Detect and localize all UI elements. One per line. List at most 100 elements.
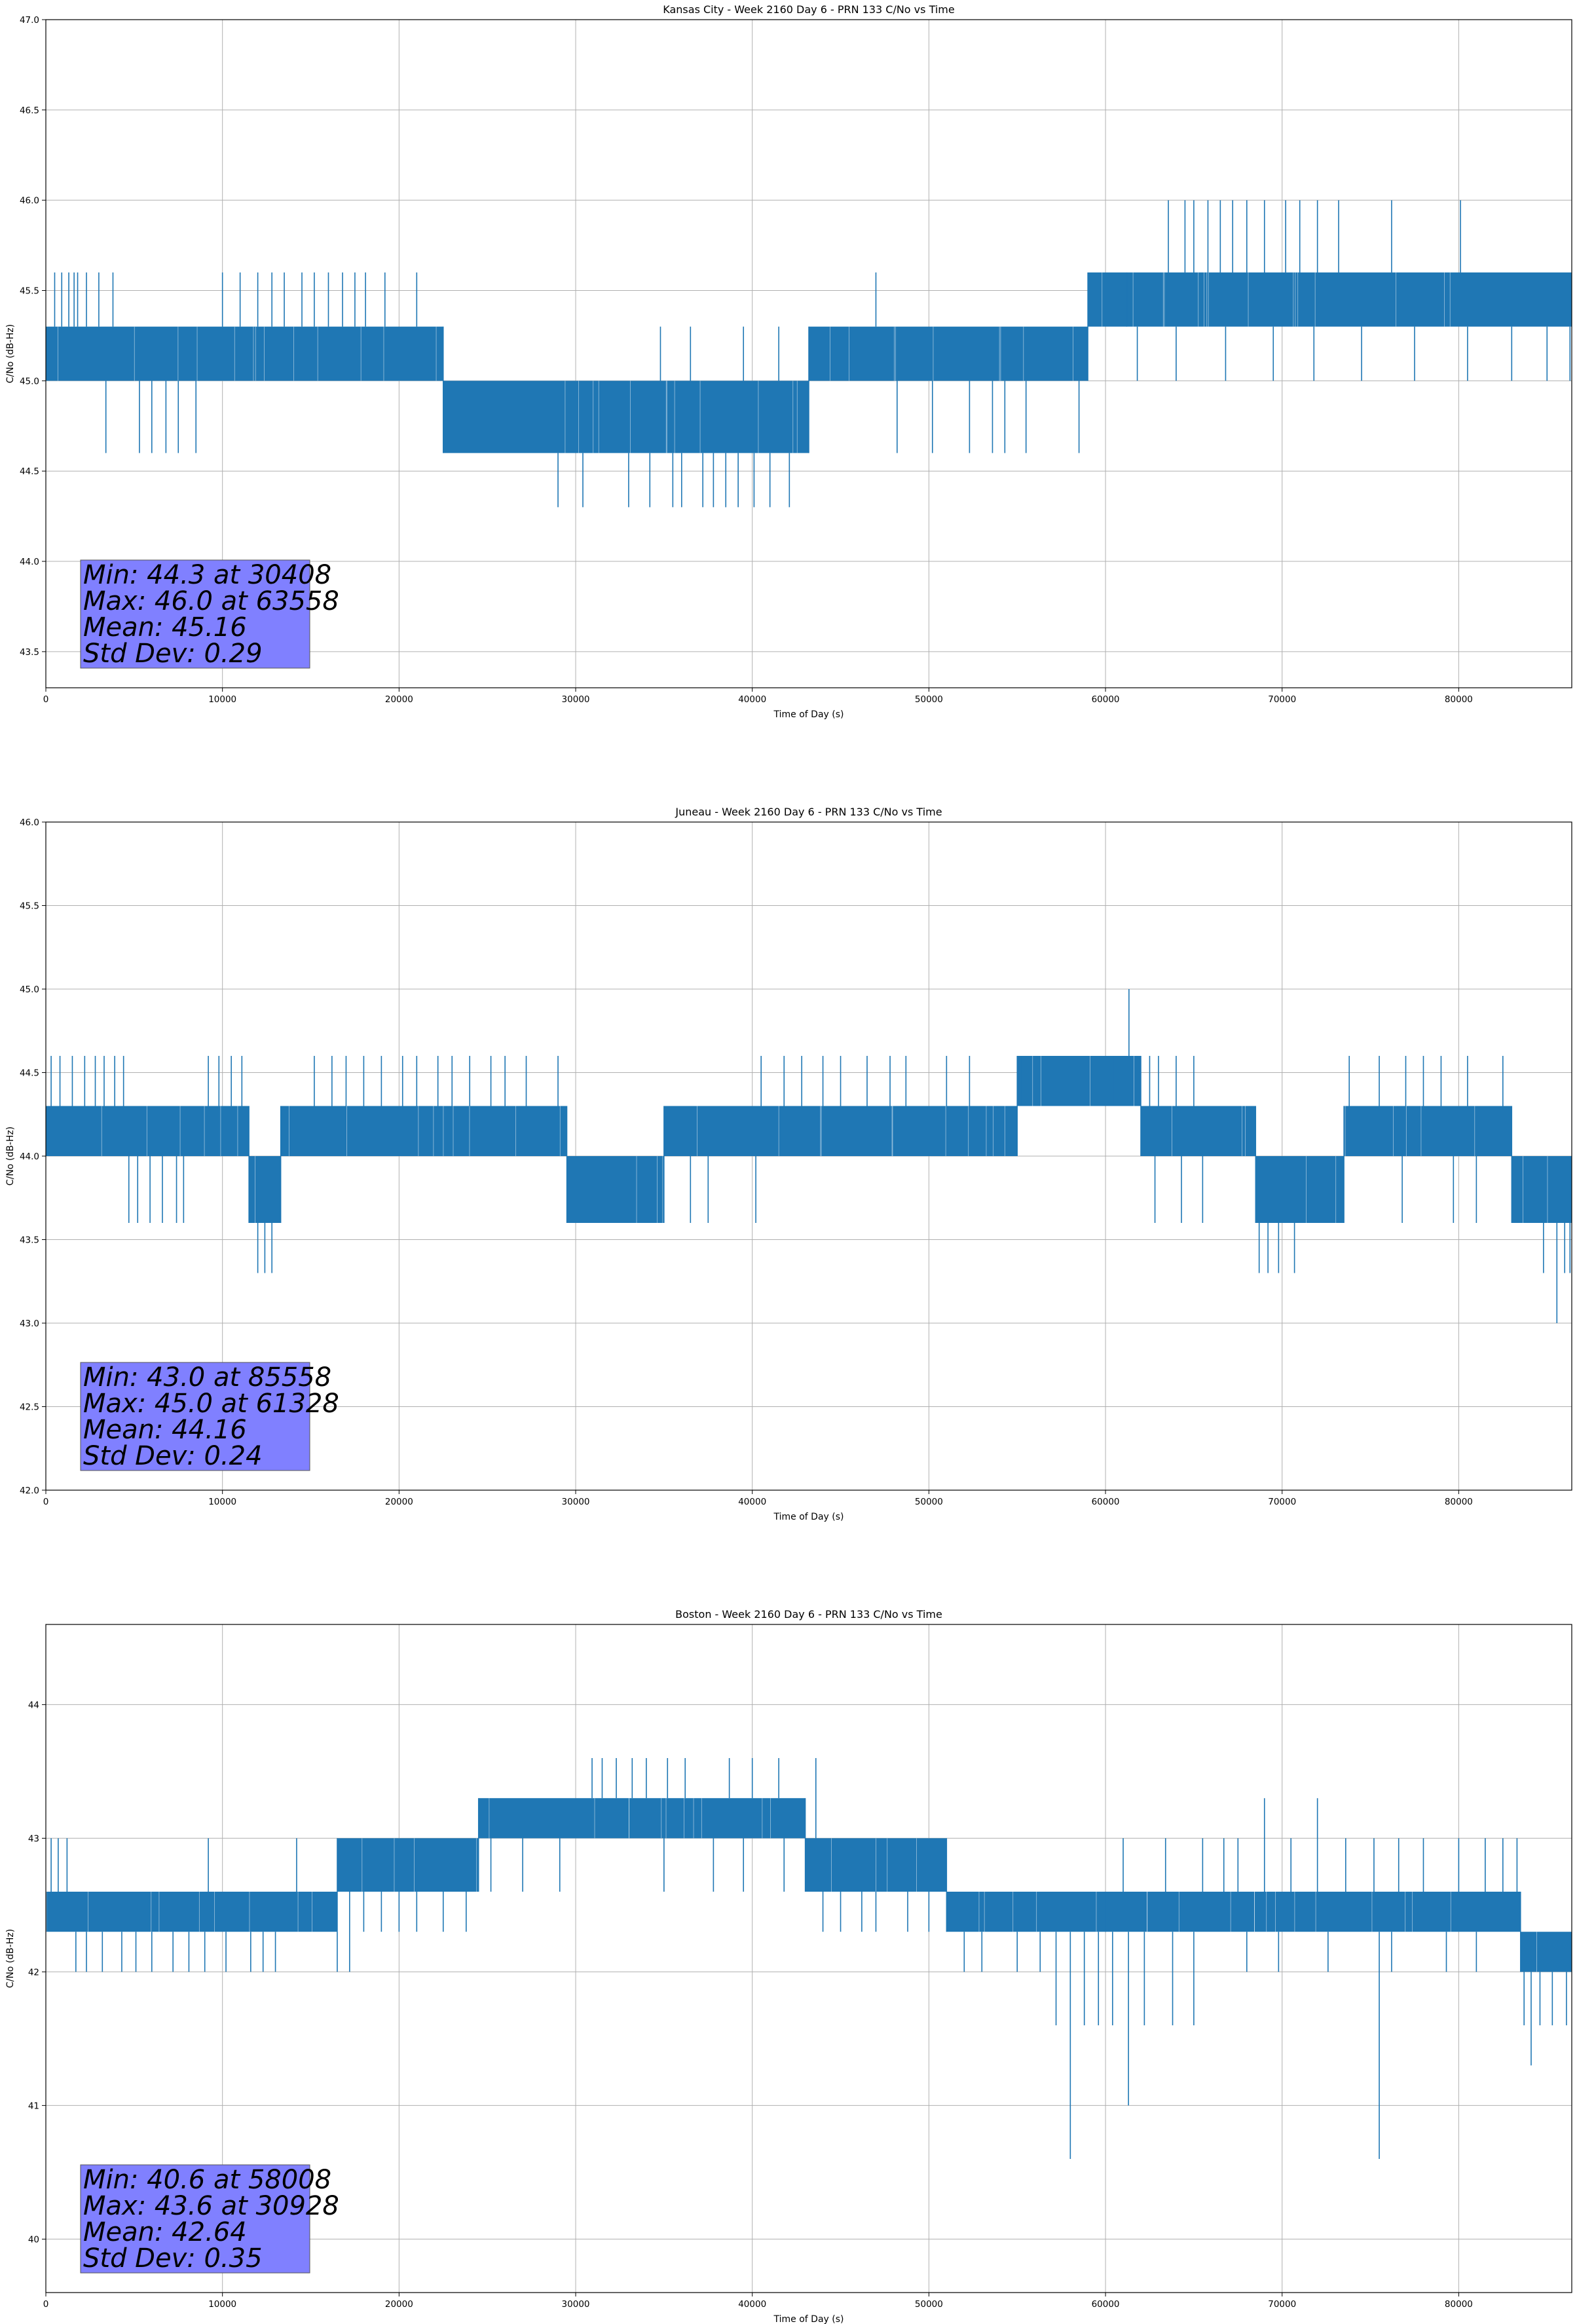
x-tick-label: 30000 — [562, 2299, 590, 2310]
y-axis-label: C/No (dB-Hz) — [5, 324, 16, 383]
x-axis-label: Time of Day (s) — [773, 709, 844, 720]
y-tick-label: 44.5 — [20, 1068, 39, 1079]
y-axis-label: C/No (dB-Hz) — [5, 1127, 16, 1186]
band-segment-0 — [46, 1892, 337, 1932]
x-tick-label: 50000 — [915, 694, 943, 705]
chart-title: Juneau - Week 2160 Day 6 - PRN 133 C/No … — [675, 806, 942, 818]
stats-line: Max: 43.6 at 30928 — [83, 2191, 339, 2221]
band-segment-3 — [1088, 272, 1127, 327]
x-axis-label: Time of Day (s) — [773, 2314, 844, 2324]
stats-line: Mean: 44.16 — [83, 1415, 247, 1445]
y-tick-label: 43 — [28, 1833, 39, 1844]
x-tick-label: 20000 — [385, 1497, 413, 1507]
x-tick-label: 0 — [43, 694, 49, 705]
x-tick-label: 60000 — [1092, 694, 1120, 705]
y-tick-label: 45.0 — [20, 376, 39, 386]
x-tick-label: 30000 — [562, 1497, 590, 1507]
chart-title: Boston - Week 2160 Day 6 - PRN 133 C/No … — [675, 1608, 942, 1621]
x-tick-label: 50000 — [915, 1497, 943, 1507]
band-segment-2 — [809, 326, 1088, 381]
y-tick-label: 43.5 — [20, 647, 39, 658]
series-group — [46, 989, 1572, 1323]
stats-line: Std Dev: 0.24 — [83, 1441, 263, 1471]
stats-line: Max: 45.0 at 61328 — [83, 1389, 339, 1419]
series-group — [46, 200, 1572, 508]
stats-line: Std Dev: 0.35 — [83, 2243, 263, 2274]
band-segment-4 — [946, 1892, 1106, 1932]
stats-line: Min: 44.3 at 30408 — [83, 560, 331, 590]
y-tick-label: 44 — [28, 1700, 39, 1710]
chart-panel-0: Kansas City - Week 2160 Day 6 - PRN 133 … — [5, 3, 1572, 720]
y-tick-label: 44.0 — [20, 557, 39, 567]
x-tick-label: 80000 — [1445, 694, 1473, 705]
band-segment-3 — [566, 1156, 664, 1223]
y-tick-label: 44.0 — [20, 1152, 39, 1162]
stats-line: Std Dev: 0.29 — [83, 639, 263, 669]
y-tick-label: 46.0 — [20, 817, 39, 828]
x-tick-label: 40000 — [738, 694, 766, 705]
y-tick-label: 46.0 — [20, 196, 39, 206]
stats-line: Min: 40.6 at 58008 — [83, 2165, 331, 2195]
y-tick-label: 43.5 — [20, 1235, 39, 1246]
x-tick-label: 0 — [43, 1497, 49, 1507]
x-tick-label: 70000 — [1268, 2299, 1296, 2310]
x-tick-label: 20000 — [385, 694, 413, 705]
x-tick-label: 20000 — [385, 2299, 413, 2310]
y-tick-label: 43.0 — [20, 1319, 39, 1329]
x-tick-label: 70000 — [1268, 694, 1296, 705]
x-tick-label: 60000 — [1092, 1497, 1120, 1507]
x-tick-label: 60000 — [1092, 2299, 1120, 2310]
chart-title: Kansas City - Week 2160 Day 6 - PRN 133 … — [663, 3, 954, 16]
band-segment-5 — [1105, 1892, 1521, 1932]
stats-line: Mean: 45.16 — [83, 612, 247, 643]
band-segment-2 — [478, 1798, 806, 1839]
band-segment-7 — [1255, 1156, 1345, 1223]
y-tick-label: 47.0 — [20, 15, 39, 26]
band-segment-1 — [249, 1156, 281, 1223]
stats-box — [80, 2164, 310, 2274]
x-tick-label: 10000 — [208, 1497, 236, 1507]
y-tick-label: 44.5 — [20, 466, 39, 477]
stats-line: Min: 43.0 at 85558 — [83, 1362, 331, 1393]
axes-frame — [45, 1624, 1572, 2293]
y-tick-label: 45.5 — [20, 286, 39, 297]
band-segment-0 — [46, 326, 443, 381]
y-tick-label: 41 — [28, 2101, 39, 2111]
x-tick-label: 10000 — [208, 2299, 236, 2310]
stats-line: Mean: 42.64 — [83, 2217, 247, 2247]
x-tick-label: 40000 — [738, 1497, 766, 1507]
band-segment-8 — [1344, 1106, 1512, 1156]
band-segment-6 — [1520, 1932, 1572, 1972]
x-tick-label: 40000 — [738, 2299, 766, 2310]
y-tick-label: 42.0 — [20, 1486, 39, 1496]
band-segment-5 — [1017, 1056, 1141, 1106]
x-tick-label: 30000 — [562, 694, 590, 705]
band-segment-4 — [663, 1106, 1018, 1156]
band-segment-1 — [443, 381, 809, 453]
y-tick-label: 45.0 — [20, 984, 39, 995]
chart-panel-2: Boston - Week 2160 Day 6 - PRN 133 C/No … — [5, 1608, 1572, 2324]
y-tick-label: 46.5 — [20, 105, 39, 116]
band-segment-1 — [337, 1838, 479, 1892]
y-tick-label: 40 — [28, 2234, 39, 2245]
y-tick-label: 42.5 — [20, 1402, 39, 1413]
x-tick-label: 80000 — [1445, 2299, 1473, 2310]
chart-panel-1: Juneau - Week 2160 Day 6 - PRN 133 C/No … — [5, 806, 1572, 1522]
series-group — [46, 1758, 1572, 2159]
x-axis-label: Time of Day (s) — [773, 1512, 844, 1522]
band-segment-2 — [280, 1106, 567, 1156]
stats-line: Max: 46.0 at 63558 — [83, 586, 339, 616]
stats-box — [80, 559, 310, 669]
band-segment-0 — [46, 1106, 250, 1156]
x-tick-label: 10000 — [208, 694, 236, 705]
band-segment-9 — [1512, 1156, 1572, 1223]
y-axis-label: C/No (dB-Hz) — [5, 1929, 16, 1988]
x-tick-label: 70000 — [1268, 1497, 1296, 1507]
y-tick-label: 45.5 — [20, 901, 39, 912]
stats-box — [80, 1362, 310, 1471]
x-tick-label: 80000 — [1445, 1497, 1473, 1507]
x-tick-label: 0 — [43, 2299, 49, 2310]
axes-frame — [45, 19, 1572, 688]
y-tick-label: 42 — [28, 1967, 39, 1977]
